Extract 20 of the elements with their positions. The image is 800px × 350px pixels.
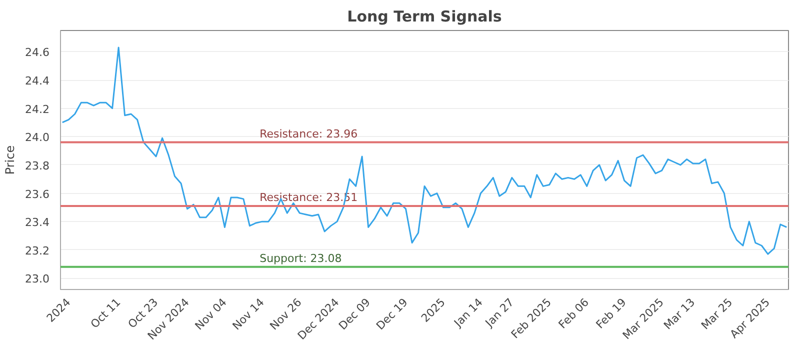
y-tick-label: 24.6 (25, 46, 50, 60)
x-tick-label: Mar 13 (661, 296, 698, 332)
x-tick-label: Nov 14 (230, 296, 267, 333)
ref-line-label: Resistance: 23.96 (260, 127, 358, 140)
y-tick-label: 24.0 (25, 131, 50, 144)
chart-title: Long Term Signals (347, 8, 502, 26)
x-tick-label: Nov 04 (192, 296, 230, 333)
y-tick-label: 24.2 (25, 102, 50, 116)
y-tick-label: 23.0 (25, 272, 50, 286)
y-tick-label: 23.8 (25, 159, 50, 172)
line-series (62, 46, 788, 255)
x-tick-label: Dec 19 (374, 296, 410, 333)
y-tick-label: 24.4 (25, 74, 50, 88)
y-tick-label: 23.4 (25, 216, 50, 230)
y-tick-label: 23.6 (25, 188, 50, 201)
x-tick-label: Feb 06 (556, 296, 592, 332)
ref-line-label: Support: 23.08 (260, 252, 342, 265)
y-tick-label: 23.2 (25, 244, 50, 258)
x-tick-label: Oct 11 (88, 296, 124, 331)
y-axis-title: Price (3, 145, 18, 175)
